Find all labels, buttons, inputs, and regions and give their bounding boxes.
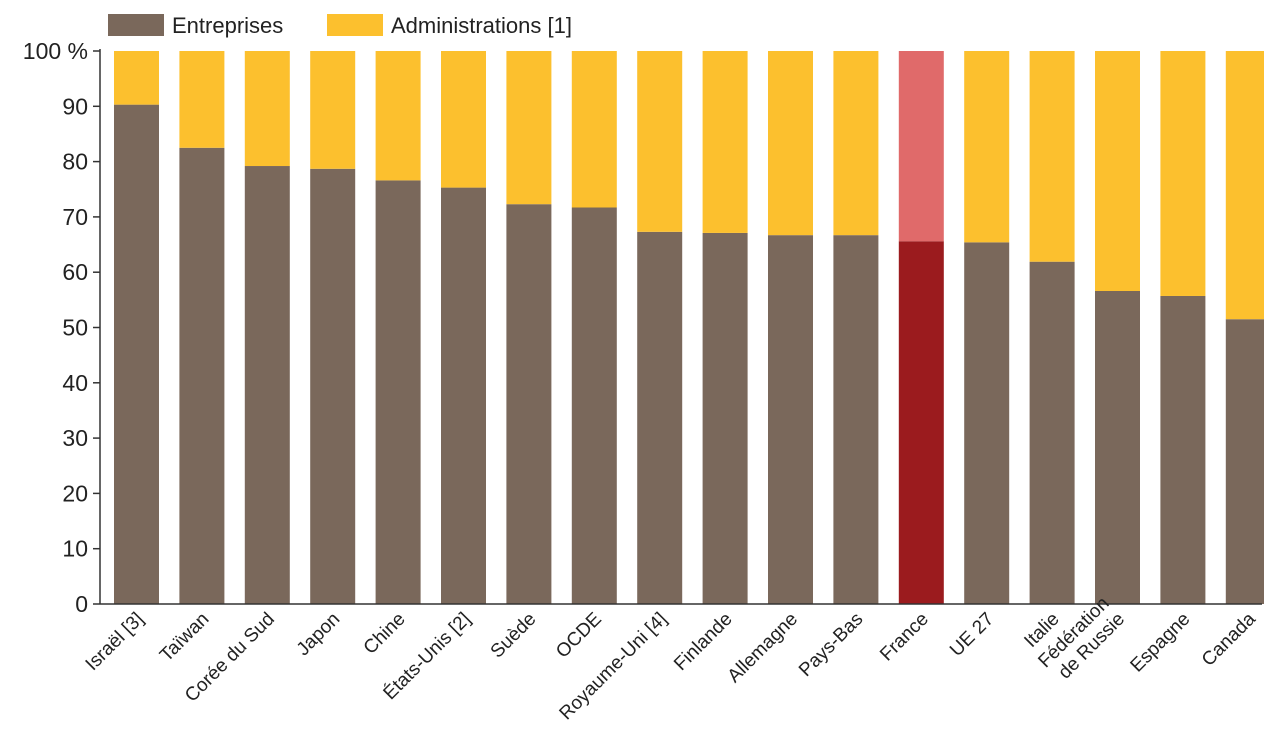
x-tick-label-line: Suède xyxy=(487,609,541,663)
x-tick-label: OCDE xyxy=(552,609,606,663)
bar-segment-entreprises xyxy=(768,235,813,604)
x-tick-label: Allemagne xyxy=(724,609,802,687)
y-tick-label: 0 xyxy=(75,591,88,617)
bar-segment-entreprises xyxy=(310,169,355,604)
x-tick-label-line: Taïwan xyxy=(156,609,213,666)
y-tick-label: 80 xyxy=(62,149,88,175)
bar-segment-entreprises xyxy=(1160,296,1205,604)
y-tick-label: 60 xyxy=(62,259,88,285)
legend-swatch-1 xyxy=(108,14,164,36)
x-tick-label: Fédérationde Russie xyxy=(1034,593,1129,688)
bar-segment-administrations xyxy=(833,51,878,235)
bar-segment-administrations xyxy=(114,51,159,105)
bar-segment-administrations xyxy=(1095,51,1140,291)
y-tick-label: 10 xyxy=(62,536,88,562)
bar-segment-administrations xyxy=(1160,51,1205,296)
bar-segment-entreprises xyxy=(245,166,290,604)
bar-segment-administrations xyxy=(1030,51,1075,262)
bar-segment-entreprises xyxy=(964,242,1009,604)
bar-segment-administrations xyxy=(768,51,813,235)
y-tick-label: 30 xyxy=(62,425,88,451)
bar-segment-administrations xyxy=(1226,51,1264,319)
legend-label-1: Entreprises xyxy=(172,13,283,38)
x-tick-label-line: Canada xyxy=(1198,608,1260,670)
legend-label-2: Administrations [1] xyxy=(391,13,572,38)
x-tick-label: France xyxy=(876,609,933,666)
bar-segment-entreprises xyxy=(179,148,224,604)
bar-segment-administrations xyxy=(376,51,421,180)
bar-segment-entreprises xyxy=(703,233,748,604)
x-tick-label: Japon xyxy=(293,609,344,660)
bar-segment-administrations xyxy=(572,51,617,207)
bar-segment-entreprises xyxy=(376,180,421,604)
x-tick-label-line: France xyxy=(876,609,933,666)
bar-segment-administrations xyxy=(964,51,1009,242)
y-tick-label: 50 xyxy=(62,315,88,341)
legend: Entreprises Administrations [1] xyxy=(108,13,572,38)
x-tick-label-line: Pays-Bas xyxy=(795,609,867,681)
bar-segment-entreprises xyxy=(1226,319,1264,604)
bar-segment-entreprises xyxy=(572,207,617,604)
y-tick-label: 70 xyxy=(62,204,88,230)
x-tick-label: Suède xyxy=(487,609,541,663)
bar-segment-administrations xyxy=(703,51,748,233)
x-tick-label-line: Finlande xyxy=(670,609,736,675)
x-tick-label-line: Israël [3] xyxy=(82,609,148,675)
x-tick-label-line: Japon xyxy=(293,609,344,660)
bar-segment-entreprises xyxy=(114,105,159,604)
x-tick-label: Finlande xyxy=(670,609,736,675)
y-tick-label: 40 xyxy=(62,370,88,396)
bar-segment-administrations xyxy=(441,51,486,188)
x-tick-label: Chine xyxy=(360,609,410,659)
bar-segment-administrations xyxy=(899,51,944,241)
y-tick-label: 20 xyxy=(62,480,88,506)
bar-segment-entreprises xyxy=(1095,291,1140,604)
bar-segment-entreprises xyxy=(441,188,486,604)
x-tick-label: Pays-Bas xyxy=(795,609,867,681)
x-tick-label-line: OCDE xyxy=(552,609,606,663)
bar-segment-administrations xyxy=(310,51,355,169)
bar-segment-administrations xyxy=(637,51,682,232)
x-tick-label: UE 27 xyxy=(946,609,998,661)
bar-segment-entreprises xyxy=(637,232,682,604)
x-tick-label: Canada xyxy=(1198,608,1260,670)
x-tick-label-line: UE 27 xyxy=(946,609,998,661)
bar-segment-administrations xyxy=(506,51,551,204)
y-tick-label: 90 xyxy=(62,93,88,119)
x-tick-label: Taïwan xyxy=(156,609,213,666)
bar-segment-entreprises xyxy=(506,204,551,604)
x-tick-label-line: Allemagne xyxy=(724,609,802,687)
bar-segment-entreprises xyxy=(1030,262,1075,604)
bars xyxy=(100,51,1264,604)
x-tick-label: Espagne xyxy=(1127,609,1195,677)
bar-segment-entreprises xyxy=(833,235,878,604)
bar-segment-administrations xyxy=(245,51,290,166)
bar-segment-administrations xyxy=(179,51,224,148)
legend-swatch-2 xyxy=(327,14,383,36)
x-tick-label: Israël [3] xyxy=(82,609,148,675)
y-tick-label: 100 % xyxy=(23,38,88,64)
y-axis: 0 10 20 30 40 50 60 70 80 90 100 % xyxy=(23,38,100,617)
x-tick-label-line: Espagne xyxy=(1127,609,1195,677)
bar-segment-entreprises xyxy=(899,241,944,604)
x-tick-label-line: Chine xyxy=(360,609,410,659)
